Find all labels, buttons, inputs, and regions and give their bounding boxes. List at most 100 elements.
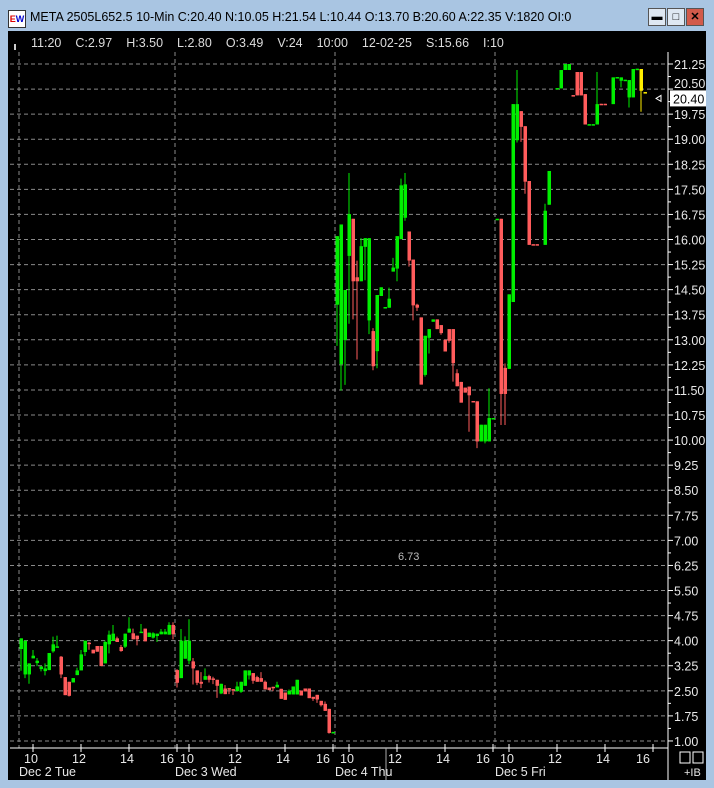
candle	[227, 688, 231, 695]
price-label: 21.25	[674, 58, 705, 72]
candle	[275, 681, 279, 688]
candle-body	[303, 688, 307, 692]
candle	[323, 701, 327, 711]
candle	[403, 172, 407, 221]
candle-body	[171, 624, 175, 635]
candle-body	[399, 185, 403, 240]
candle-body	[503, 367, 507, 394]
price-annotation: 6.73	[398, 551, 419, 563]
minimize-button[interactable]: ▬	[648, 8, 666, 26]
candle-body	[475, 401, 479, 442]
candle	[571, 95, 575, 97]
candle	[79, 650, 83, 671]
corner-label: +IB	[684, 767, 701, 779]
candle-body	[419, 317, 423, 385]
chart-area[interactable]	[8, 31, 706, 780]
candle-body	[87, 642, 91, 645]
candle	[267, 687, 271, 691]
candle-body	[439, 325, 443, 334]
candle	[315, 694, 319, 703]
candle-body	[463, 387, 467, 393]
time-label: 12	[548, 752, 562, 766]
price-label: 7.75	[674, 509, 698, 523]
candle-body	[447, 329, 451, 341]
candle-body	[623, 79, 627, 82]
candle	[543, 203, 547, 245]
info-time: 11:20	[31, 36, 62, 50]
candle-body	[363, 238, 367, 247]
candle-body	[327, 708, 331, 733]
candle	[411, 259, 415, 321]
candle-body	[387, 298, 391, 308]
candle-body	[559, 70, 563, 89]
candle-body	[35, 660, 39, 664]
candle-body	[507, 294, 511, 369]
candle	[223, 685, 227, 695]
price-label: 6.25	[674, 559, 698, 573]
candle-body	[311, 696, 315, 699]
candle-body	[75, 670, 79, 676]
candle-body	[135, 635, 139, 640]
candle-body	[339, 224, 343, 365]
candle-body	[459, 381, 463, 403]
candle	[423, 335, 427, 377]
candle-body	[111, 633, 115, 642]
time-label: 10	[500, 752, 514, 766]
close-button[interactable]: ✕	[686, 8, 704, 26]
time-label: 16	[636, 752, 650, 766]
candle-body	[151, 633, 155, 638]
candle	[495, 218, 499, 221]
candle-body	[263, 681, 267, 690]
candle-body	[427, 329, 431, 338]
candle-body	[175, 670, 179, 683]
candle	[527, 181, 531, 245]
candle	[611, 77, 615, 105]
candle	[591, 124, 595, 126]
candle-body	[79, 654, 83, 671]
candle	[335, 236, 339, 346]
time-label: 14	[120, 752, 134, 766]
candle	[107, 630, 111, 654]
candle	[471, 400, 475, 403]
candle-body	[59, 656, 63, 675]
candle-body	[71, 678, 75, 683]
candle-body	[511, 104, 515, 303]
price-label: 13.00	[674, 334, 705, 348]
candle	[491, 418, 495, 420]
candle-body	[163, 631, 167, 635]
candle-body	[627, 80, 631, 98]
maximize-button[interactable]: □	[667, 8, 685, 26]
candle-body	[55, 646, 59, 648]
candle	[103, 640, 107, 664]
candle-body	[83, 640, 87, 653]
candle-body	[39, 666, 43, 670]
candle-body	[271, 686, 275, 689]
candle	[511, 104, 515, 303]
price-label: 14.50	[674, 284, 705, 298]
candle-body	[403, 184, 407, 218]
candle	[451, 329, 455, 382]
candle	[523, 126, 527, 194]
candle-body	[443, 339, 447, 352]
candle-body	[591, 124, 595, 126]
candle-body	[207, 676, 211, 680]
day-label: Dec 2 Tue	[19, 765, 76, 779]
candle-body	[571, 95, 575, 97]
info-close: C:2.97	[75, 36, 113, 50]
candle	[55, 635, 59, 648]
candle	[631, 69, 635, 98]
candle-body	[131, 633, 135, 640]
candle	[63, 677, 67, 696]
window-titlebar: EW META 2505L652.5 10-Min C:20.40 N:10.0…	[0, 0, 714, 32]
candle	[603, 103, 607, 106]
candle	[635, 68, 639, 71]
candle-body	[359, 246, 363, 282]
candle	[119, 645, 123, 652]
candle-body	[583, 94, 587, 125]
candle	[291, 686, 295, 695]
candle-body	[19, 638, 23, 650]
price-label: 18.25	[674, 158, 705, 172]
candle	[507, 294, 511, 369]
candle-body	[335, 236, 339, 305]
